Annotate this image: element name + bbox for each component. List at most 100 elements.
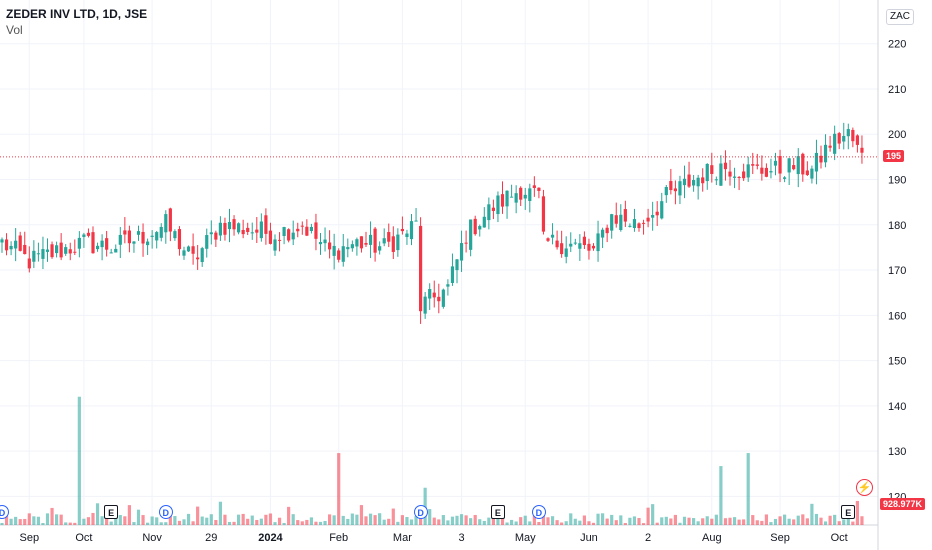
candle-body bbox=[696, 177, 700, 187]
candle-body bbox=[309, 226, 313, 231]
volume-bar bbox=[332, 515, 336, 525]
candle-body bbox=[132, 241, 136, 244]
candle-body bbox=[105, 238, 109, 250]
candle-body bbox=[605, 227, 609, 234]
candle-body bbox=[755, 164, 759, 166]
volume-bar bbox=[82, 518, 86, 525]
candle-body bbox=[150, 235, 154, 237]
candle-body bbox=[769, 171, 773, 173]
candle-body bbox=[682, 178, 687, 186]
candle-body bbox=[428, 289, 432, 299]
candle-body bbox=[346, 247, 350, 250]
candle-body bbox=[746, 164, 750, 178]
volume-bar bbox=[346, 518, 350, 525]
dividend-marker[interactable]: D bbox=[531, 505, 546, 519]
candle-body bbox=[350, 244, 354, 249]
candle-body bbox=[751, 164, 755, 166]
volume-bar bbox=[132, 522, 136, 525]
volume-bar bbox=[59, 514, 63, 525]
candle-body bbox=[232, 219, 236, 230]
x-tick-label: 3 bbox=[458, 532, 464, 544]
volume-bar bbox=[478, 519, 482, 525]
candle-body bbox=[64, 247, 68, 254]
candle-body bbox=[314, 222, 318, 239]
x-tick-label: Jun bbox=[580, 532, 598, 544]
volume-bar bbox=[350, 513, 354, 525]
volume-bar bbox=[14, 516, 18, 525]
candle-body bbox=[860, 147, 864, 153]
candle-body bbox=[619, 214, 623, 231]
x-tick-label: Oct bbox=[75, 532, 92, 544]
candle-body bbox=[783, 177, 787, 179]
candle-body bbox=[742, 171, 746, 179]
candle-body bbox=[305, 226, 309, 236]
x-tick-label: 29 bbox=[205, 532, 217, 544]
volume-bar bbox=[623, 523, 627, 525]
dividend-marker[interactable]: D bbox=[0, 505, 9, 519]
volume-bar bbox=[582, 515, 586, 525]
candle-body bbox=[191, 246, 195, 254]
volume-bar bbox=[564, 521, 568, 525]
volume-bar bbox=[637, 517, 641, 525]
candle-body bbox=[437, 296, 441, 302]
candle-body bbox=[491, 207, 495, 211]
candle-body bbox=[241, 229, 245, 235]
earnings-marker[interactable]: E bbox=[490, 505, 505, 519]
candle-body bbox=[9, 245, 13, 250]
volume-bar bbox=[459, 514, 464, 525]
candle-body bbox=[136, 231, 141, 235]
candle-body bbox=[55, 245, 59, 254]
volume-bar bbox=[77, 396, 81, 525]
candle-body bbox=[464, 242, 468, 244]
candle-body bbox=[773, 160, 778, 166]
candle-body bbox=[787, 158, 791, 173]
candle-body bbox=[732, 176, 737, 178]
candle-body bbox=[801, 153, 805, 175]
candle-body bbox=[50, 244, 54, 258]
candle-body bbox=[473, 218, 477, 235]
candle-body bbox=[701, 177, 705, 184]
volume-bar bbox=[341, 515, 345, 525]
volume-bar bbox=[36, 516, 40, 525]
candle-body bbox=[141, 231, 145, 244]
volume-bar bbox=[227, 521, 232, 525]
volume-bar bbox=[409, 519, 414, 525]
earnings-marker[interactable]: E bbox=[841, 505, 856, 519]
volume-bar bbox=[414, 516, 418, 525]
candle-body bbox=[77, 237, 81, 249]
candle-body bbox=[423, 296, 427, 314]
volume-bar bbox=[510, 519, 514, 525]
earnings-marker[interactable]: E bbox=[104, 505, 119, 519]
volume-bar bbox=[282, 522, 286, 525]
candle-body bbox=[328, 242, 332, 250]
volume-bar bbox=[719, 466, 723, 525]
candle-body bbox=[209, 232, 213, 235]
candle-body bbox=[95, 245, 100, 250]
y-tick-label: 140 bbox=[888, 401, 906, 413]
candle-body bbox=[337, 250, 341, 260]
candle-body bbox=[455, 259, 459, 271]
candle-body bbox=[409, 221, 414, 240]
volume-bar bbox=[833, 514, 837, 525]
volume-bar bbox=[751, 515, 755, 525]
flash-icon[interactable]: ⚡ bbox=[856, 479, 873, 496]
candle-body bbox=[155, 232, 159, 241]
volume-bar bbox=[268, 513, 273, 525]
volume-bar bbox=[628, 517, 632, 525]
volume-bar bbox=[300, 521, 304, 525]
volume-bar bbox=[391, 508, 395, 525]
currency-label[interactable]: ZAC bbox=[886, 9, 914, 25]
volume-bar bbox=[364, 516, 368, 525]
candle-body bbox=[819, 155, 823, 163]
volume-bar bbox=[819, 517, 823, 525]
dividend-marker[interactable]: D bbox=[158, 505, 173, 519]
volume-bar bbox=[714, 514, 718, 525]
candle-body bbox=[842, 135, 846, 142]
volume-bar bbox=[23, 518, 27, 525]
dividend-marker[interactable]: D bbox=[413, 505, 428, 519]
candle-body bbox=[582, 236, 586, 246]
volume-bar bbox=[764, 514, 768, 525]
candle-body bbox=[364, 242, 368, 245]
